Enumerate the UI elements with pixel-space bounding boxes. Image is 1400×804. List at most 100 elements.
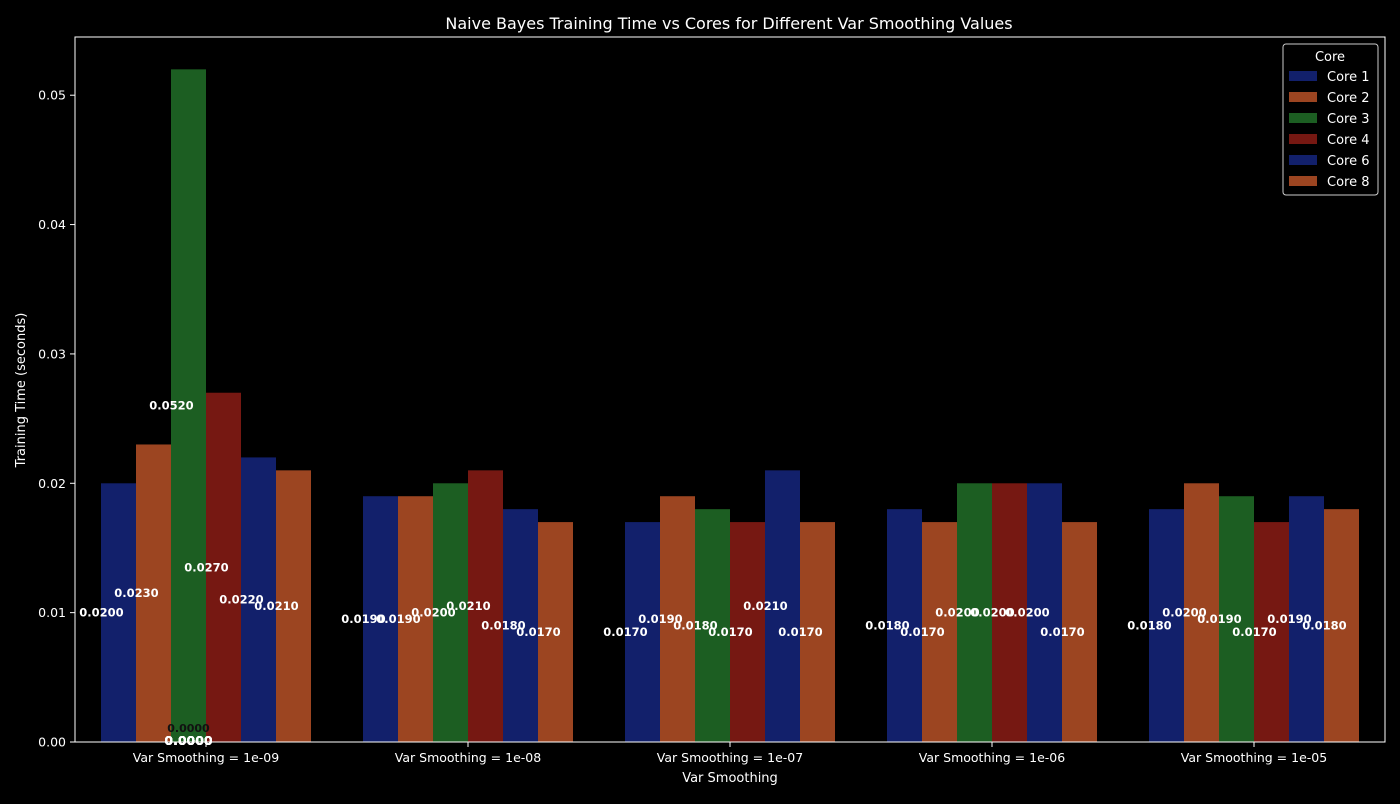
data-label: 0.0180 — [1302, 619, 1346, 633]
zero-annotation: 0.0000 — [164, 733, 213, 748]
y-tick-label: 0.02 — [38, 476, 66, 491]
data-label: 0.0520 — [149, 399, 193, 413]
data-label: 0.0200 — [970, 606, 1014, 620]
data-label: 0.0190 — [1197, 612, 1241, 626]
zero-annotation: 0.0000 — [167, 722, 210, 735]
x-tick-label: Var Smoothing = 1e-05 — [1181, 750, 1327, 765]
legend-swatch — [1289, 71, 1317, 81]
bar — [363, 496, 398, 742]
data-label: 0.0200 — [935, 606, 979, 620]
bar — [922, 522, 957, 742]
bar — [276, 470, 311, 742]
bar — [1219, 496, 1254, 742]
data-label: 0.0170 — [1040, 625, 1084, 639]
legend-title: Core — [1315, 50, 1345, 65]
bar — [1254, 522, 1289, 742]
bar — [695, 509, 730, 742]
x-tick-label: Var Smoothing = 1e-07 — [657, 750, 803, 765]
data-label: 0.0170 — [778, 625, 822, 639]
y-tick-label: 0.01 — [38, 605, 66, 620]
legend-label: Core 4 — [1327, 133, 1370, 148]
bar — [730, 522, 765, 742]
zero-annotation: 0.0000 — [164, 733, 213, 748]
bar — [625, 522, 660, 742]
bar — [957, 483, 992, 742]
bar — [1027, 483, 1062, 742]
bar — [1324, 509, 1359, 742]
zero-annotation: 0.0000 — [164, 733, 213, 748]
legend-label: Core 2 — [1327, 91, 1370, 106]
bar — [241, 457, 276, 742]
bar — [992, 483, 1027, 742]
data-label: 0.0200 — [411, 606, 455, 620]
bar — [800, 522, 835, 742]
legend-items: Core 1 Core 2 Core 3 Core 4 Core 6 Core 8 — [1289, 70, 1370, 190]
legend-label: Core 1 — [1327, 70, 1370, 85]
data-label: 0.0190 — [376, 612, 420, 626]
data-label: 0.0170 — [1232, 625, 1276, 639]
bar — [1149, 509, 1184, 742]
y-tick-label: 0.00 — [38, 735, 66, 750]
data-label: 0.0230 — [114, 586, 158, 600]
data-labels: 0.02000.02300.05200.02700.02200.02100.01… — [79, 399, 1346, 748]
bar — [136, 444, 171, 742]
data-label: 0.0180 — [865, 619, 909, 633]
plot-area — [101, 69, 1359, 742]
bar — [765, 470, 800, 742]
data-label: 0.0170 — [900, 625, 944, 639]
legend-swatch — [1289, 155, 1317, 165]
bar — [1062, 522, 1097, 742]
bar — [503, 509, 538, 742]
legend-swatch — [1289, 176, 1317, 186]
data-label: 0.0200 — [1162, 606, 1206, 620]
y-axis-label: Training Time (seconds) — [14, 313, 29, 469]
bar — [538, 522, 573, 742]
data-label: 0.0170 — [516, 625, 560, 639]
data-label: 0.0200 — [1005, 606, 1049, 620]
x-tick-label: Var Smoothing = 1e-06 — [919, 750, 1065, 765]
data-label: 0.0270 — [184, 560, 228, 574]
chart-title: Naive Bayes Training Time vs Cores for D… — [445, 14, 1012, 33]
bar — [1289, 496, 1324, 742]
bar — [101, 483, 136, 742]
x-tick-label: Var Smoothing = 1e-08 — [395, 750, 541, 765]
data-label: 0.0190 — [341, 612, 385, 626]
legend-label: Core 3 — [1327, 112, 1370, 127]
x-axis-label: Var Smoothing — [682, 771, 778, 786]
data-label: 0.0170 — [603, 625, 647, 639]
data-label: 0.0190 — [638, 612, 682, 626]
data-label: 0.0180 — [1127, 619, 1171, 633]
data-label: 0.0200 — [79, 606, 123, 620]
data-label: 0.0180 — [481, 619, 525, 633]
data-label: 0.0210 — [254, 599, 298, 613]
zero-annotation: 0.0000 — [164, 733, 213, 748]
y-tick-label: 0.05 — [38, 88, 66, 103]
y-tick-label: 0.03 — [38, 346, 66, 361]
legend-label: Core 8 — [1327, 175, 1370, 190]
legend-swatch — [1289, 92, 1317, 102]
legend-swatch — [1289, 134, 1317, 144]
bar — [398, 496, 433, 742]
bar — [433, 483, 468, 742]
data-label: 0.0170 — [708, 625, 752, 639]
bar — [887, 509, 922, 742]
zero-annotation: 0.0000 — [164, 733, 213, 748]
bar — [206, 392, 241, 742]
data-label: 0.0220 — [219, 593, 263, 607]
bar — [1184, 483, 1219, 742]
legend-swatch — [1289, 113, 1317, 123]
legend-label: Core 6 — [1327, 154, 1370, 169]
data-label: 0.0210 — [446, 599, 490, 613]
zero-annotation: 0.0000 — [164, 733, 213, 748]
y-tick-label: 0.04 — [38, 217, 66, 232]
bar — [468, 470, 503, 742]
data-label: 0.0180 — [673, 619, 717, 633]
axes: 0.00 0.01 0.02 0.03 0.04 0.05 Var Smoothing = … — [38, 88, 1327, 765]
x-tick-label: Var Smoothing = 1e-09 — [133, 750, 279, 765]
data-label: 0.0210 — [743, 599, 787, 613]
bar — [171, 69, 206, 742]
data-label: 0.0190 — [1267, 612, 1311, 626]
